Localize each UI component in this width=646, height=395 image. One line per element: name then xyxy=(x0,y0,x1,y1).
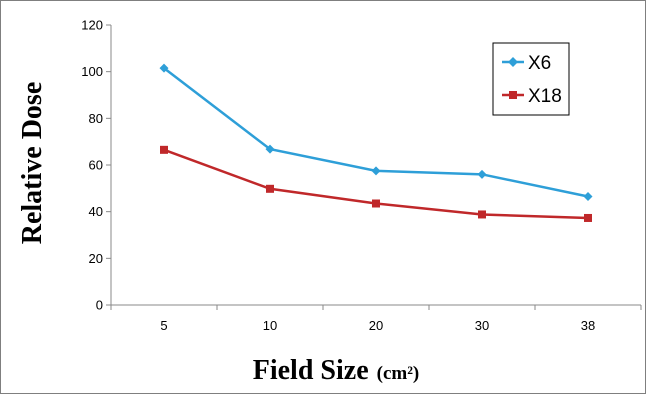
x-axis-title-main: Field Size xyxy=(253,355,369,386)
y-tick-label: 0 xyxy=(96,298,103,313)
data-point-x6 xyxy=(265,144,275,154)
y-tick-label: 60 xyxy=(89,158,103,173)
data-point-x18 xyxy=(584,213,592,222)
data-point-x18 xyxy=(478,210,486,219)
x-tick-labels: 5 10 20 30 38 xyxy=(160,318,595,333)
y-tick-label: 40 xyxy=(89,204,103,219)
series-x6 xyxy=(159,63,593,201)
y-tick-label: 100 xyxy=(81,64,103,79)
x-tick-label: 20 xyxy=(369,318,383,333)
axes xyxy=(106,24,642,310)
x-tick-label: 10 xyxy=(263,318,277,333)
y-tick-label: 20 xyxy=(89,251,103,266)
y-tick-labels: 0 20 40 60 80 100 120 xyxy=(81,18,103,313)
legend-marker-x6 xyxy=(508,57,518,67)
x-axis-title-unit: (cm²) xyxy=(377,363,420,384)
y-tick-label: 80 xyxy=(89,111,103,126)
data-point-x6 xyxy=(371,166,381,176)
series-x18 xyxy=(160,145,592,222)
legend-box xyxy=(492,42,570,116)
legend-label-x18: X18 xyxy=(528,86,562,107)
data-point-x18 xyxy=(372,199,380,208)
data-point-x18 xyxy=(266,184,274,193)
data-point-x6 xyxy=(477,169,487,179)
legend-label-x6: X6 xyxy=(528,53,551,74)
y-tick-label: 120 xyxy=(81,18,103,33)
series-group xyxy=(159,63,593,222)
legend: X6 X18 xyxy=(492,42,570,116)
data-point-x18 xyxy=(160,145,168,154)
x-tick-label: 5 xyxy=(160,318,167,333)
y-axis-title: Relative Dose xyxy=(17,82,48,245)
data-point-x6 xyxy=(583,192,593,201)
x-tick-label: 38 xyxy=(581,318,595,333)
data-point-x6 xyxy=(159,63,169,73)
x-axis-title: Field Size (cm²) xyxy=(253,355,420,386)
x-tick-label: 30 xyxy=(475,318,489,333)
legend-marker-x18 xyxy=(509,91,517,99)
